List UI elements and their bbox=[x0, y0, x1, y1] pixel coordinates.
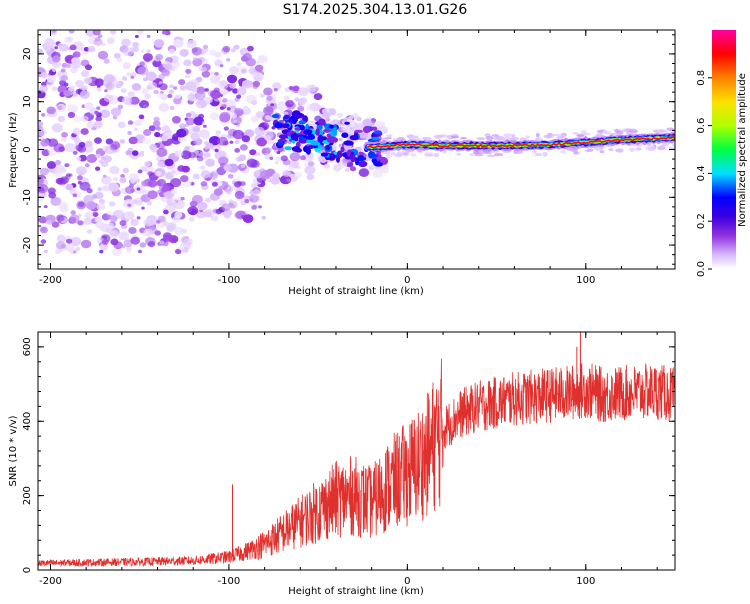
snr-y-label: SNR (10 * v/v) bbox=[8, 415, 19, 486]
snr-panel: -200 -100 0 100 0 200 400 600 Height of straig… bbox=[8, 331, 676, 597]
colorbar: 0.0 0.2 0.4 0.6 0.8 Normalized spectral ampl… bbox=[696, 30, 748, 277]
snr-series-line bbox=[38, 358, 675, 568]
snr-x-label: Height of straight line (km) bbox=[288, 586, 424, 597]
spectrogram-x-label: Height of straight line (km) bbox=[288, 286, 424, 297]
y-tick-label: 20 bbox=[22, 48, 33, 61]
y-tick-label: 10 bbox=[22, 95, 33, 108]
snr-x-ticks: -200 -100 0 100 bbox=[39, 332, 658, 587]
spectrogram-y-label: Frequency (Hz) bbox=[8, 112, 19, 188]
x-tick-label: 0 bbox=[404, 275, 410, 286]
y-tick-label: 400 bbox=[22, 412, 33, 431]
x-tick-label: -100 bbox=[218, 275, 241, 286]
colorbar-tick-label: 0.6 bbox=[696, 118, 707, 134]
spectrogram-x-ticks: -200 -100 0 100 bbox=[39, 30, 658, 286]
colorbar-tick-label: 0.8 bbox=[696, 70, 707, 86]
y-tick-label: 0 bbox=[22, 567, 33, 573]
x-tick-label: -200 bbox=[39, 576, 62, 587]
colorbar-gradient bbox=[712, 30, 736, 269]
colorbar-tick-label: 0.4 bbox=[696, 165, 707, 181]
y-tick-label: -10 bbox=[22, 189, 33, 205]
x-tick-label: -100 bbox=[218, 576, 241, 587]
colorbar-tick-label: 0.2 bbox=[696, 213, 707, 229]
colorbar-ticks: 0.0 0.2 0.4 0.6 0.8 bbox=[696, 70, 712, 277]
colorbar-label: Normalized spectral amplitude bbox=[737, 73, 748, 227]
y-tick-label: 0 bbox=[22, 146, 33, 152]
snr-y-ticks: 0 200 400 600 bbox=[22, 331, 675, 573]
colorbar-tick-label: 0.0 bbox=[696, 261, 707, 277]
x-tick-label: 0 bbox=[404, 576, 410, 587]
y-tick-label: -20 bbox=[22, 237, 33, 253]
spectrogram-heatmap bbox=[38, 30, 675, 256]
y-tick-label: 600 bbox=[22, 337, 33, 356]
figure-title: S174.2025.304.13.01.G26 bbox=[283, 2, 468, 18]
spectrogram-y-ticks: -20 -10 0 10 20 bbox=[22, 34, 675, 265]
x-tick-label: 100 bbox=[576, 576, 595, 587]
y-tick-label: 200 bbox=[22, 486, 33, 505]
x-tick-label: -200 bbox=[39, 275, 62, 286]
x-tick-label: 100 bbox=[576, 275, 595, 286]
